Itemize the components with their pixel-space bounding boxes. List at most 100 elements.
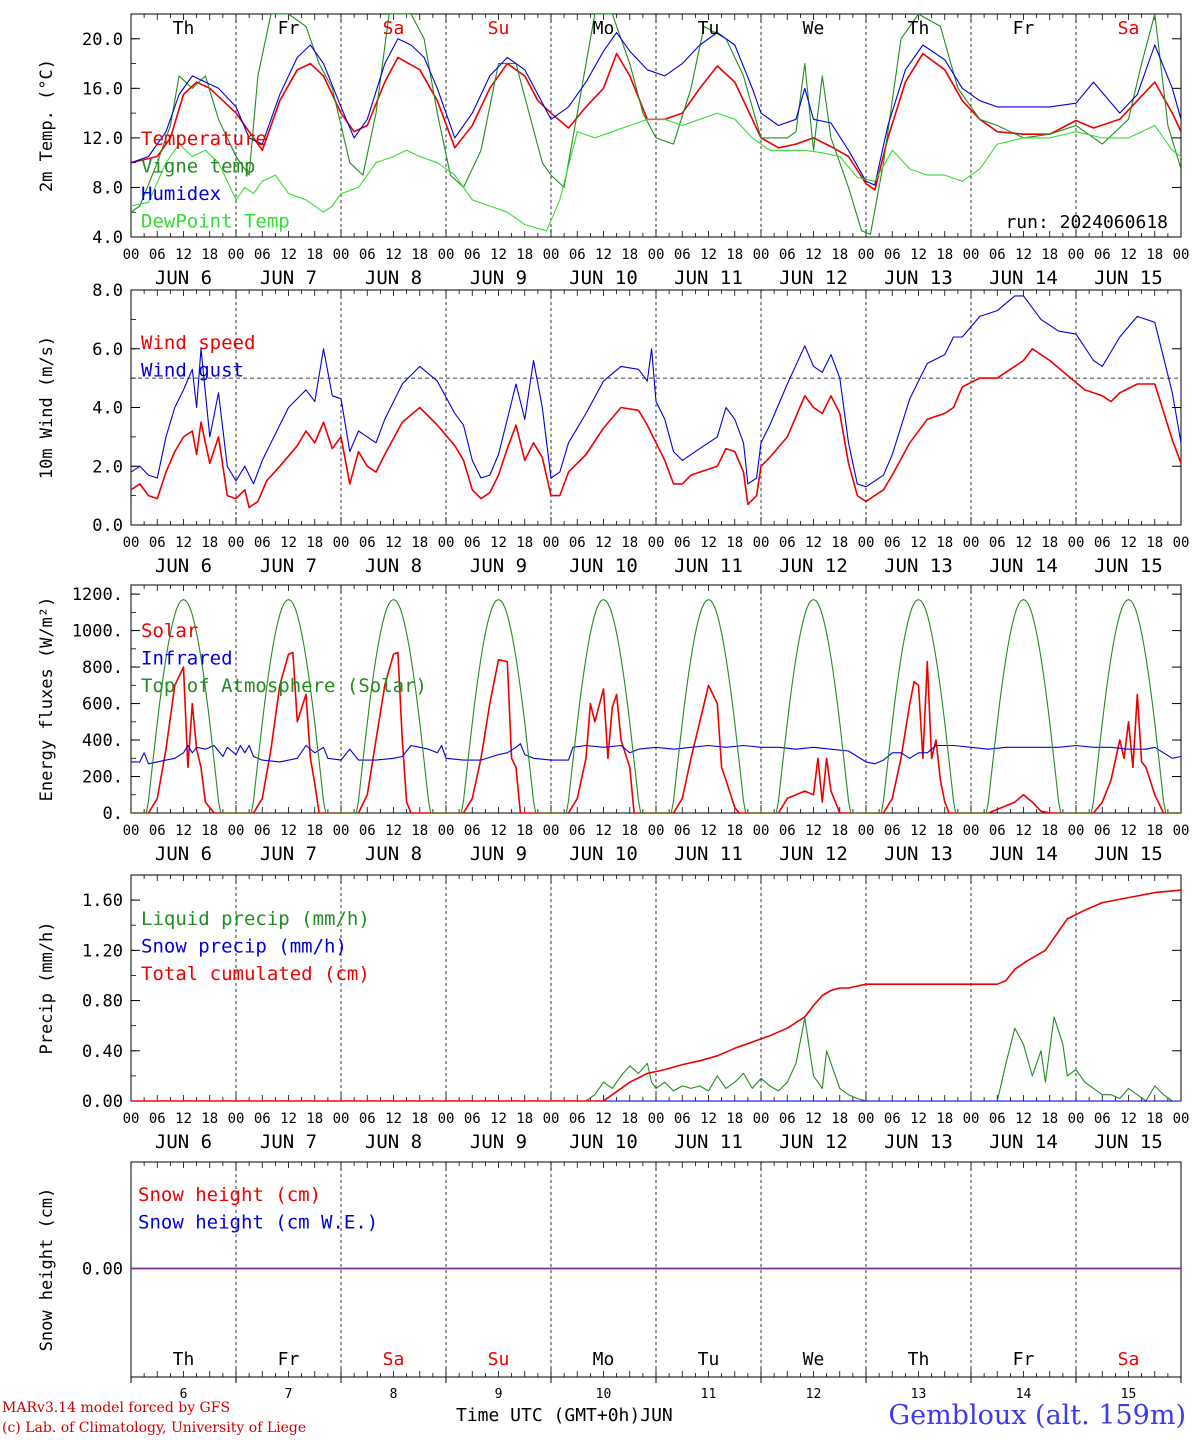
- hour-tick-label: 00: [543, 823, 560, 839]
- hour-tick-label: 06: [254, 1111, 271, 1127]
- hour-tick-label: 18: [1146, 1111, 1163, 1127]
- hour-tick-label: 06: [989, 247, 1006, 263]
- plot-frame: [130, 13, 1182, 238]
- hour-tick-label: 12: [175, 535, 192, 551]
- hour-tick-label: 00: [1173, 247, 1190, 263]
- hour-tick-label: 06: [884, 823, 901, 839]
- hour-tick-label: 18: [621, 823, 638, 839]
- date-label: JUN 11: [674, 555, 743, 577]
- weekday-label: We: [803, 18, 825, 39]
- weekday-label: Th: [173, 18, 195, 39]
- legend-entry: Wind speed: [141, 332, 255, 354]
- hour-tick-label: 12: [1015, 247, 1032, 263]
- hour-tick-label: 00: [648, 1111, 665, 1127]
- hour-tick-label: 12: [175, 1111, 192, 1127]
- date-label: JUN 11: [674, 1131, 743, 1153]
- date-label: JUN 10: [569, 267, 638, 289]
- date-label: JUN 6: [155, 1131, 212, 1153]
- y-axis-label: 10m Wind (m/s): [37, 336, 57, 479]
- hour-tick-label: 12: [280, 535, 297, 551]
- hour-tick-label: 00: [228, 823, 245, 839]
- date-label: JUN 14: [989, 555, 1058, 577]
- hour-tick-label: 06: [464, 535, 481, 551]
- legend-entry: Wind gust: [141, 360, 244, 382]
- day-number-label: 8: [390, 1387, 398, 1402]
- weekday-label: Sa: [1118, 18, 1140, 39]
- hour-tick-label: 12: [910, 247, 927, 263]
- hour-tick-label: 12: [700, 535, 717, 551]
- date-label: JUN 14: [989, 843, 1058, 865]
- weekday-label: Fr: [278, 1349, 300, 1370]
- hour-tick-label: 06: [779, 823, 796, 839]
- date-label: JUN 9: [470, 555, 527, 577]
- hour-tick-label: 18: [1041, 535, 1058, 551]
- y-tick-label: 0.0: [92, 516, 123, 536]
- hour-tick-label: 18: [411, 535, 428, 551]
- date-label: JUN 7: [260, 1131, 317, 1153]
- hour-tick-label: 00: [648, 535, 665, 551]
- hour-tick-label: 06: [149, 535, 166, 551]
- hour-tick-label: 18: [201, 823, 218, 839]
- hour-tick-label: 00: [438, 535, 455, 551]
- hour-tick-label: 18: [621, 535, 638, 551]
- legend-entry: Humidex: [141, 183, 221, 205]
- legend-entry: Vigne temp: [141, 156, 255, 178]
- hour-tick-label: 12: [805, 1111, 822, 1127]
- legend-entry: Temperature: [141, 128, 267, 150]
- hour-tick-label: 18: [1041, 1111, 1058, 1127]
- hour-tick-label: 00: [753, 247, 770, 263]
- series-line-infrared: [131, 743, 1181, 765]
- hour-tick-label: 06: [1094, 1111, 1111, 1127]
- hour-tick-label: 00: [648, 247, 665, 263]
- legend-entry: Solar: [141, 620, 198, 642]
- hour-tick-label: 18: [516, 1111, 533, 1127]
- hour-tick-label: 12: [385, 247, 402, 263]
- hour-tick-label: 18: [306, 247, 323, 263]
- hour-tick-label: 18: [1146, 247, 1163, 263]
- weekday-label: Sa: [383, 18, 405, 39]
- y-tick-label: 800.: [82, 658, 123, 678]
- legend-entry: DewPoint Temp: [141, 211, 290, 233]
- date-label: JUN 15: [1094, 843, 1163, 865]
- lab-credit: (c) Lab. of Climatology, University of L…: [2, 1420, 307, 1436]
- hour-tick-label: 06: [674, 823, 691, 839]
- hour-tick-label: 12: [1120, 247, 1137, 263]
- hour-tick-label: 18: [306, 535, 323, 551]
- run-label: run: 2024060618: [1005, 212, 1168, 233]
- hour-tick-label: 12: [910, 535, 927, 551]
- weekday-label: Th: [908, 18, 930, 39]
- hour-tick-label: 00: [228, 247, 245, 263]
- hour-tick-label: 06: [359, 247, 376, 263]
- hour-tick-label: 12: [490, 247, 507, 263]
- y-tick-label: 200.: [82, 768, 123, 788]
- hour-tick-label: 00: [438, 247, 455, 263]
- hour-tick-label: 00: [648, 823, 665, 839]
- hour-tick-label: 00: [123, 1111, 140, 1127]
- hour-tick-label: 00: [438, 823, 455, 839]
- date-label: JUN 6: [155, 843, 212, 865]
- hour-tick-label: 12: [595, 535, 612, 551]
- day-number-label: 6: [180, 1387, 188, 1402]
- date-label: JUN 8: [365, 843, 422, 865]
- hour-tick-label: 00: [333, 823, 350, 839]
- y-tick-label: 12.0: [82, 129, 123, 149]
- hour-tick-label: 00: [858, 823, 875, 839]
- hour-tick-label: 12: [385, 823, 402, 839]
- weekday-label: Su: [488, 18, 510, 39]
- day-number-label: 13: [911, 1387, 927, 1402]
- y-tick-label: 20.0: [82, 30, 123, 50]
- weekday-label: Mo: [593, 1349, 615, 1370]
- hour-tick-label: 06: [674, 1111, 691, 1127]
- hour-tick-label: 06: [359, 535, 376, 551]
- hour-tick-label: 00: [333, 535, 350, 551]
- date-label: JUN 6: [155, 267, 212, 289]
- day-number-label: 7: [285, 1387, 293, 1402]
- hour-tick-label: 12: [700, 247, 717, 263]
- series-line-dewpoint-temp: [131, 112, 1181, 232]
- hour-tick-label: 06: [779, 535, 796, 551]
- date-label: JUN 6: [155, 555, 212, 577]
- hour-tick-label: 12: [280, 1111, 297, 1127]
- hour-tick-label: 06: [779, 1111, 796, 1127]
- hour-tick-label: 12: [385, 535, 402, 551]
- hour-tick-label: 18: [936, 535, 953, 551]
